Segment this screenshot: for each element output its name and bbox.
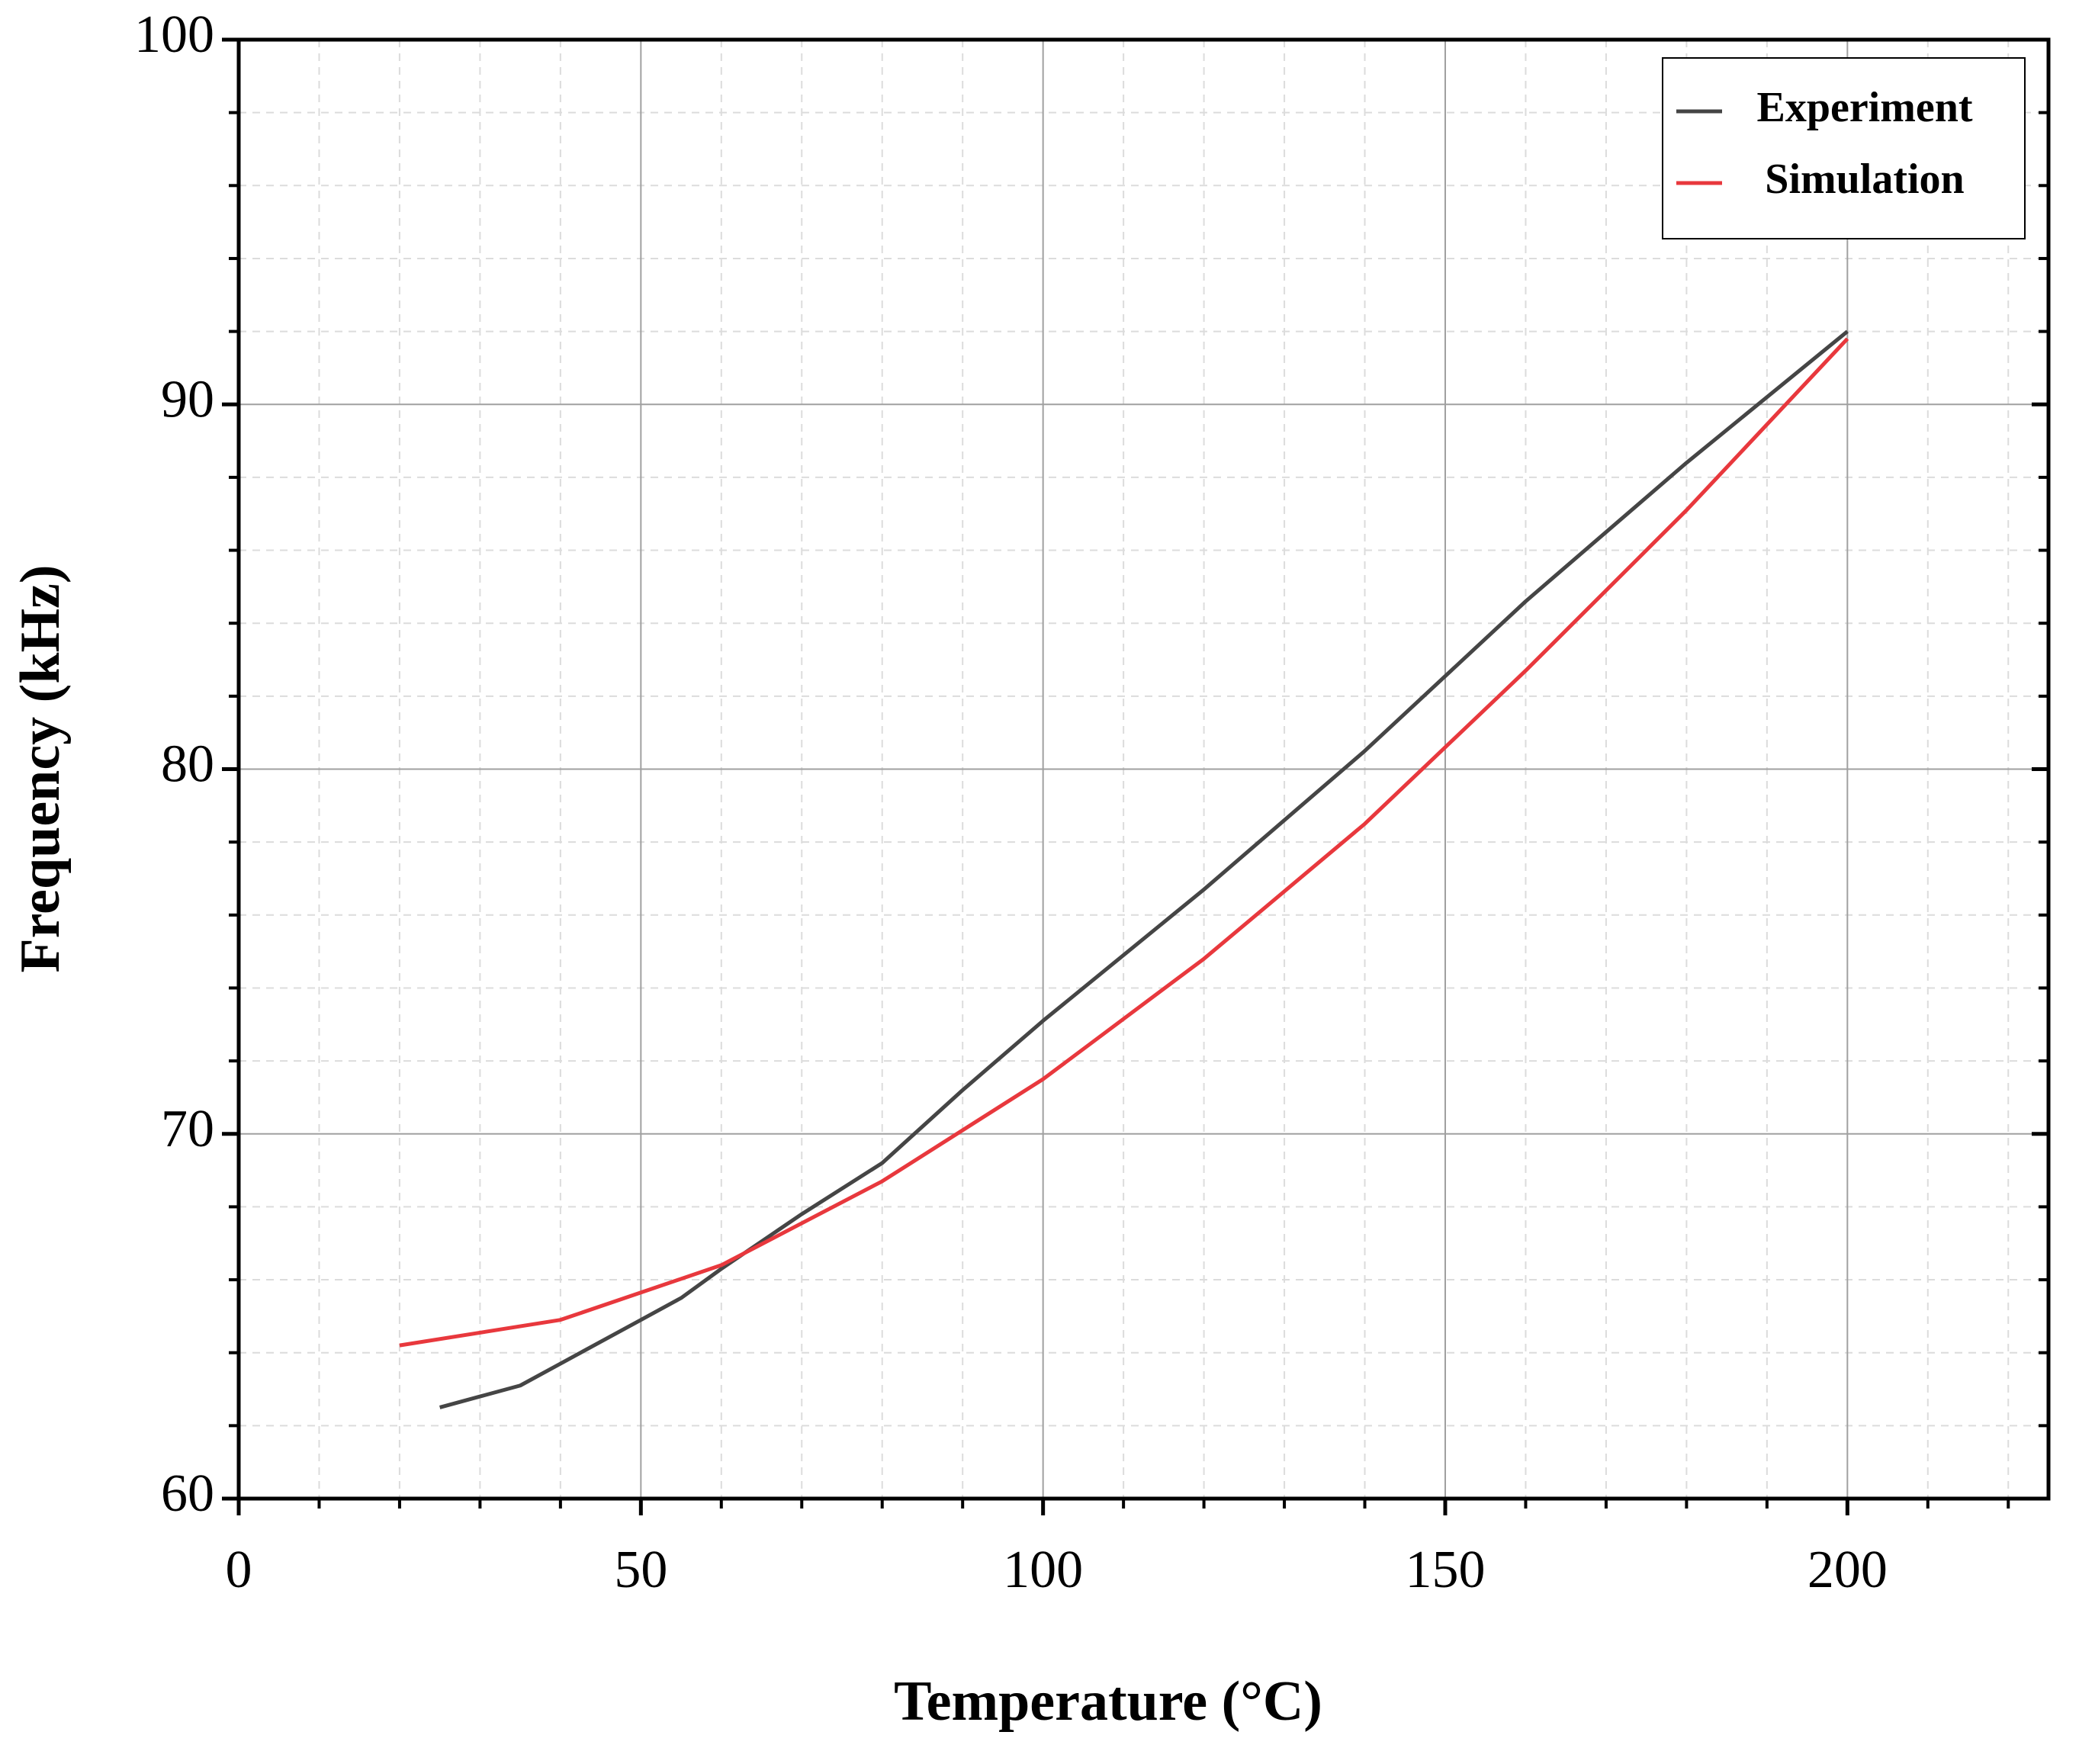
legend-label: Simulation (1765, 156, 1964, 203)
legend-label: Experiment (1756, 84, 1972, 131)
data-line (439, 329, 1849, 1409)
y-tick-label: 70 (161, 1100, 214, 1158)
legend: Experiment Simulation (1662, 57, 2026, 239)
y-tick-label: 90 (161, 370, 214, 429)
y-tick-label: 80 (161, 735, 214, 794)
x-tick-label: 150 (1406, 1541, 1486, 1599)
x-axis-title: Temperature (°C) (894, 1670, 1322, 1733)
x-tick-label: 50 (614, 1541, 667, 1599)
x-tick-label: 200 (1807, 1541, 1888, 1599)
data-line (399, 337, 1849, 1348)
y-tick-label: 60 (161, 1464, 214, 1523)
x-tick-label: 0 (226, 1541, 252, 1599)
x-tick-label: 100 (1003, 1541, 1083, 1599)
y-tick-label: 100 (134, 5, 214, 64)
legend-box (1662, 57, 2026, 239)
y-axis-title: Frequency (kHz) (9, 564, 72, 972)
